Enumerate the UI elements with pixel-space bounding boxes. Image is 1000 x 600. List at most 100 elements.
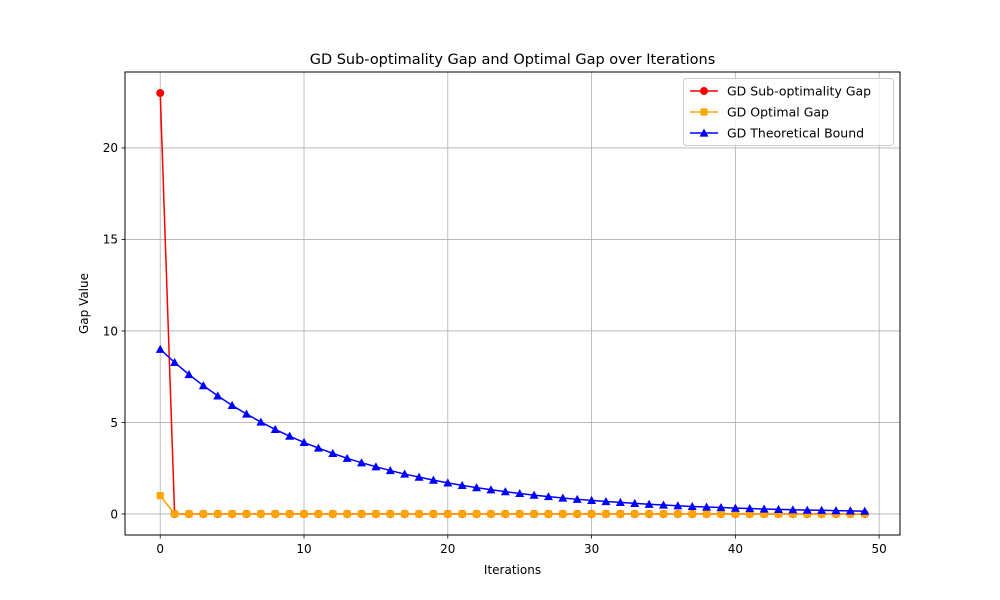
- data-point: [673, 501, 683, 510]
- data-point: [386, 510, 394, 518]
- data-point: [385, 466, 395, 475]
- data-point: [587, 510, 596, 518]
- data-point: [357, 458, 367, 467]
- data-point: [702, 502, 712, 511]
- legend-label: GD Sub-optimality Gap: [727, 84, 871, 99]
- data-point: [789, 510, 797, 518]
- data-point: [444, 510, 452, 518]
- data-point: [457, 480, 467, 490]
- data-point: [443, 478, 453, 487]
- data-point: [730, 503, 740, 512]
- y-axis-label: Gap Value: [77, 273, 91, 334]
- data-point: [831, 506, 841, 515]
- legend-entry-3: GD Theoretical Bound: [690, 126, 864, 141]
- data-point: [400, 469, 410, 478]
- data-point: [241, 409, 251, 418]
- data-point: [487, 510, 495, 518]
- data-point: [415, 510, 423, 518]
- data-point: [328, 448, 338, 457]
- y-tick-label: 20: [103, 141, 118, 155]
- data-point: [257, 510, 265, 518]
- data-point: [170, 357, 180, 367]
- data-point: [228, 510, 236, 518]
- data-point: [774, 510, 783, 518]
- data-point: [631, 510, 639, 518]
- data-point: [802, 505, 812, 514]
- data-point: [414, 472, 424, 481]
- data-point: [429, 510, 438, 518]
- data-point: [516, 510, 524, 518]
- data-point: [530, 510, 538, 518]
- data-point: [501, 510, 509, 518]
- data-point: [659, 510, 668, 518]
- data-point: [171, 510, 179, 518]
- data-point: [645, 510, 653, 518]
- y-tick-label: 10: [103, 324, 118, 338]
- data-point: [529, 490, 539, 499]
- x-tick-label: 0: [156, 542, 164, 556]
- data-point: [401, 510, 409, 518]
- data-point: [587, 495, 597, 505]
- axis-ticks: 0 10 20 30 40 50 0 5 10 15 20: [103, 141, 887, 556]
- y-tick-label: 0: [110, 507, 118, 521]
- data-point: [572, 494, 582, 503]
- data-point: [213, 391, 223, 400]
- data-point: [270, 424, 280, 434]
- data-point: [342, 453, 352, 462]
- data-point: [372, 510, 380, 518]
- legend-entry-2: GD Optimal Gap: [690, 105, 829, 120]
- data-point: [703, 510, 711, 518]
- x-axis-label: Iterations: [484, 563, 541, 577]
- data-series: [155, 89, 870, 518]
- data-point: [242, 510, 251, 518]
- data-point: [644, 499, 654, 508]
- data-point: [745, 503, 755, 513]
- data-point: [256, 417, 266, 426]
- data-point: [788, 505, 798, 514]
- data-point: [716, 503, 726, 512]
- data-point: [428, 475, 438, 484]
- x-tick-label: 30: [584, 542, 599, 556]
- data-point: [357, 510, 366, 518]
- data-point: [803, 510, 811, 518]
- legend-entries: GD Sub-optimality Gap GD Optimal Gap GD Th…: [690, 84, 871, 141]
- data-point: [817, 505, 827, 514]
- plot-area: 0 10 20 30 40 50 0 5 10 15 20: [103, 71, 901, 556]
- data-point: [601, 497, 611, 506]
- series-2: [156, 492, 869, 518]
- data-point: [559, 510, 567, 518]
- data-point: [615, 497, 625, 507]
- data-point: [214, 510, 222, 518]
- data-point: [472, 510, 481, 518]
- data-point: [860, 506, 870, 515]
- data-point: [602, 510, 610, 518]
- data-point: [774, 504, 784, 513]
- data-point: [558, 493, 568, 502]
- data-point: [630, 498, 640, 507]
- legend-marker: [700, 108, 708, 116]
- legend-marker: [699, 128, 709, 137]
- data-point: [285, 431, 295, 440]
- legend-entry-1: GD Sub-optimality Gap: [690, 84, 871, 99]
- data-point: [300, 510, 308, 518]
- data-point: [343, 510, 351, 518]
- data-point: [271, 510, 279, 518]
- legend-box: [683, 78, 894, 146]
- y-tick-label: 15: [103, 233, 118, 247]
- data-point: [687, 501, 697, 511]
- data-point: [544, 510, 553, 518]
- plot-background: [125, 72, 900, 535]
- plot-frame: [124, 71, 901, 536]
- data-point: [760, 510, 768, 518]
- data-point: [329, 510, 337, 518]
- x-tick-label: 40: [728, 542, 743, 556]
- data-point: [286, 510, 294, 518]
- data-point: [313, 443, 323, 452]
- data-point: [731, 510, 739, 518]
- data-point: [818, 510, 826, 518]
- data-point: [227, 400, 237, 410]
- data-point: [616, 510, 624, 518]
- legend: GD Sub-optimality Gap GD Optimal Gap GD Th…: [683, 78, 894, 146]
- data-point: [156, 89, 165, 98]
